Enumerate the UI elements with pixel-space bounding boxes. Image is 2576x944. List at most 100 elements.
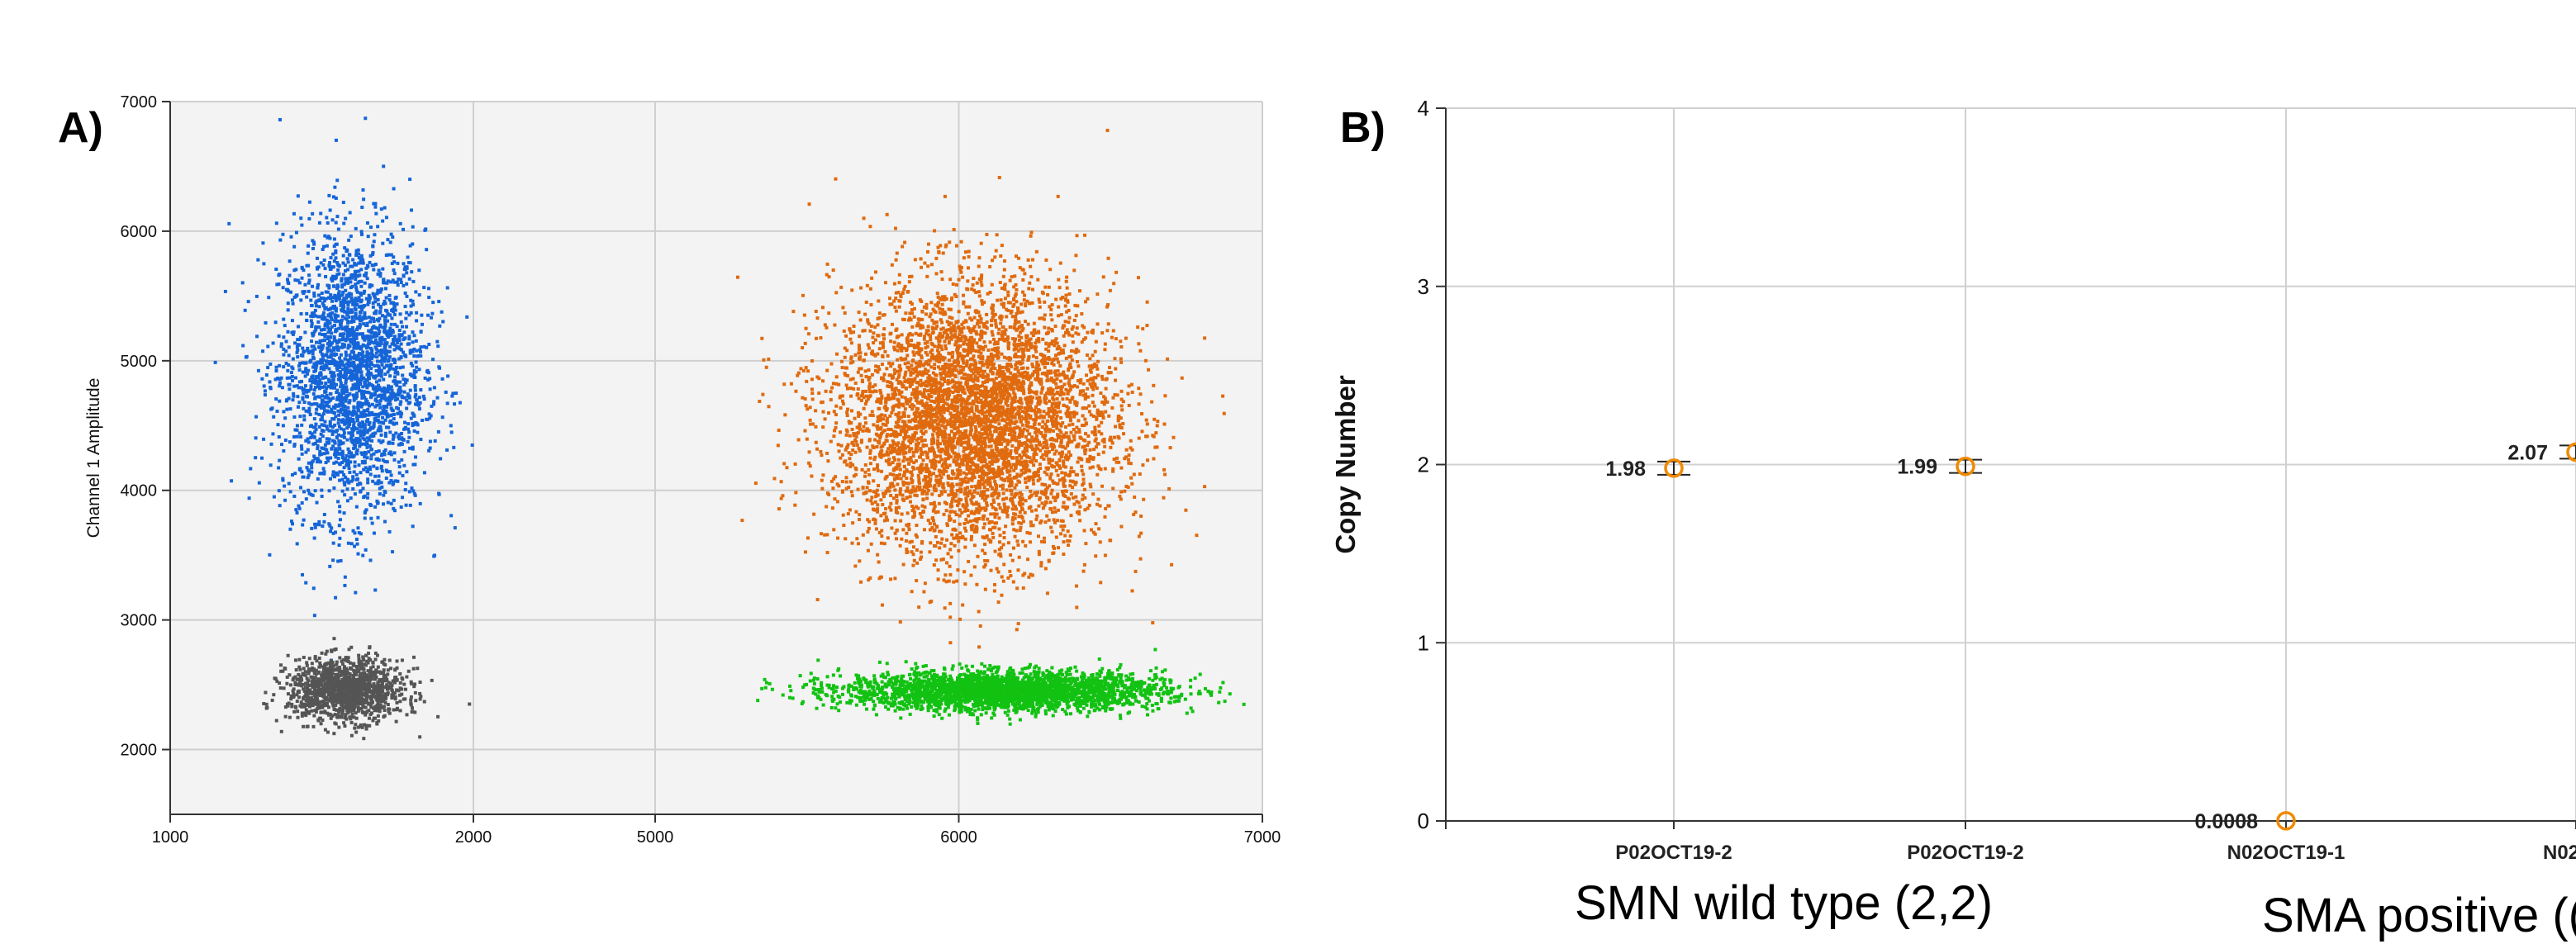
droplet-point	[347, 697, 351, 701]
droplet-point	[362, 737, 366, 741]
droplet-point	[411, 225, 415, 229]
droplet-point	[330, 374, 334, 378]
droplet-point	[431, 301, 435, 305]
droplet-point	[357, 363, 361, 368]
droplet-point	[383, 459, 387, 463]
droplet-point	[1114, 367, 1118, 371]
droplet-point	[1079, 377, 1083, 382]
droplet-point	[841, 513, 845, 517]
droplet-point	[346, 260, 350, 264]
droplet-point	[885, 212, 889, 216]
droplet-point	[359, 268, 364, 272]
droplet-point	[347, 431, 351, 435]
droplet-point	[351, 673, 355, 677]
droplet-point	[395, 666, 399, 670]
droplet-point	[345, 390, 349, 394]
droplet-point	[381, 219, 385, 223]
droplet-point	[411, 340, 415, 344]
droplet-point	[444, 390, 448, 394]
droplet-point	[341, 386, 345, 390]
droplet-point	[305, 703, 309, 707]
droplet-point	[346, 311, 350, 315]
droplet-point	[323, 420, 327, 424]
droplet-point	[348, 392, 352, 396]
droplet-point	[1115, 393, 1119, 397]
droplet-point	[405, 713, 409, 717]
droplet-point	[1022, 298, 1026, 302]
droplet-point	[368, 260, 372, 264]
droplet-point	[905, 353, 910, 358]
droplet-point	[343, 699, 347, 703]
droplet-point	[339, 410, 343, 414]
droplet-point	[340, 388, 344, 392]
droplet-point	[366, 470, 370, 474]
droplet-point	[336, 421, 340, 425]
droplet-point	[943, 573, 948, 577]
droplet-point	[323, 697, 327, 701]
droplet-point	[402, 330, 406, 334]
droplet-point	[373, 657, 378, 662]
droplet-point	[346, 458, 350, 463]
droplet-point	[359, 347, 364, 351]
droplet-point	[294, 668, 298, 672]
droplet-point	[328, 236, 332, 240]
droplet-point	[389, 473, 393, 477]
droplet-point	[351, 685, 355, 689]
droplet-point	[360, 257, 364, 261]
droplet-point	[333, 696, 337, 700]
droplet-point	[407, 430, 411, 434]
droplet-point	[342, 458, 346, 463]
droplet-point	[880, 534, 884, 538]
droplet-point	[278, 504, 282, 508]
droplet-point	[1111, 486, 1115, 491]
droplet-point	[315, 256, 319, 260]
droplet-point	[893, 226, 897, 230]
droplet-point	[338, 375, 342, 379]
droplet-point	[306, 681, 310, 685]
droplet-point	[313, 396, 317, 401]
droplet-point	[322, 311, 326, 315]
droplet-point	[373, 416, 378, 420]
droplet-point	[919, 257, 923, 261]
droplet-point	[410, 486, 414, 491]
droplet-point	[322, 297, 326, 301]
droplet-point	[428, 446, 432, 450]
droplet-point	[915, 381, 919, 385]
droplet-point	[359, 663, 364, 667]
droplet-point	[301, 572, 305, 576]
droplet-point	[355, 372, 359, 376]
droplet-point	[338, 690, 342, 694]
droplet-point	[1097, 527, 1101, 531]
droplet-point	[320, 423, 324, 427]
droplet-point	[1062, 464, 1066, 468]
droplet-point	[376, 272, 380, 276]
droplet-point	[425, 248, 429, 252]
droplet-point	[314, 328, 318, 332]
droplet-point	[386, 279, 390, 283]
droplet-point	[369, 677, 373, 681]
droplet-point	[383, 695, 387, 700]
droplet-point	[359, 434, 363, 438]
droplet-point	[1124, 484, 1129, 488]
droplet-point	[380, 469, 384, 473]
droplet-point	[1040, 316, 1044, 320]
droplet-point	[372, 464, 376, 468]
droplet-point	[429, 414, 433, 418]
droplet-point	[368, 683, 373, 687]
droplet-point	[389, 414, 393, 418]
droplet-point	[376, 349, 380, 353]
droplet-point	[350, 369, 354, 373]
droplet-point	[311, 681, 316, 685]
droplet-point	[382, 164, 386, 168]
droplet-point	[962, 570, 967, 574]
droplet-point	[1010, 410, 1015, 415]
droplet-point	[336, 559, 340, 563]
droplet-point	[332, 417, 336, 421]
droplet-point	[393, 479, 397, 483]
droplet-point	[411, 463, 416, 467]
droplet-point	[356, 407, 360, 411]
droplet-point	[313, 698, 317, 702]
droplet-point	[403, 396, 407, 400]
droplet-point	[927, 374, 931, 378]
